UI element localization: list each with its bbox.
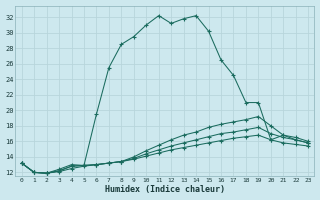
X-axis label: Humidex (Indice chaleur): Humidex (Indice chaleur) bbox=[105, 185, 225, 194]
